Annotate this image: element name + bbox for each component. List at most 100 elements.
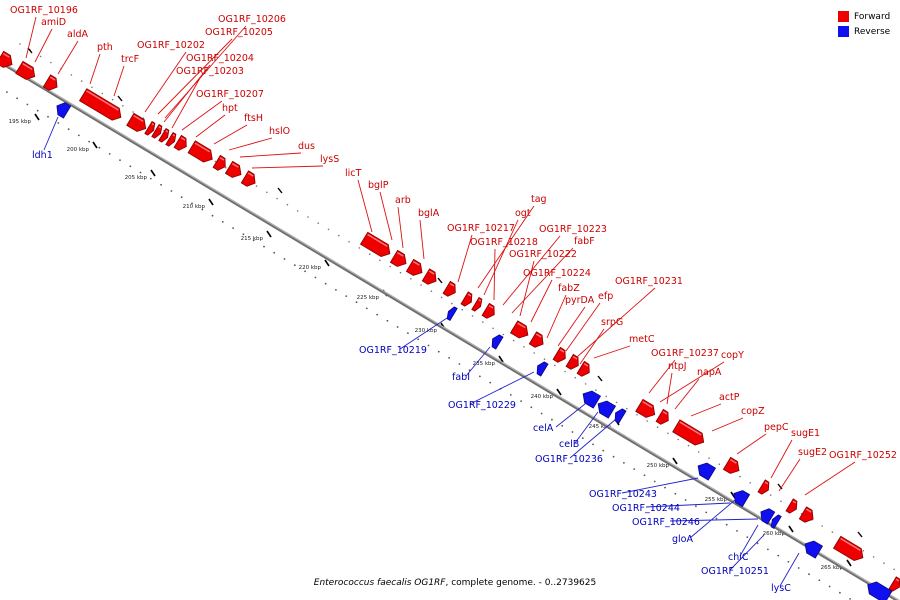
kbp-tick [498,355,504,363]
forward-guide-dot [440,296,443,299]
forward-guide-dot [101,92,104,95]
gene-arrow [509,320,529,339]
gene-OG1RF_10218[interactable] [481,302,495,319]
gene-gloA[interactable] [770,514,782,530]
gene-label: OG1RF_10202 [137,40,205,51]
gene-OG1RF_10206[interactable] [151,123,163,139]
strand-legend: Forward Reverse [838,9,890,39]
forward-guide-dot [70,74,73,76]
gene-highlight [151,123,155,126]
gene-bglA[interactable] [421,268,437,285]
gene-OG1RF_10252b[interactable] [888,576,900,592]
gene-lysC[interactable] [867,581,893,600]
gene-OG1RF_10207[interactable] [187,140,213,163]
ruler-dot [612,455,615,458]
gene-pepC[interactable] [757,479,770,495]
gene-OG1RF_10204[interactable] [165,131,177,147]
gene-hslO[interactable] [240,170,256,187]
label-leader [397,206,404,249]
forward-guide-dot [831,531,834,533]
gene-arrow [760,508,776,525]
label-leader [666,372,673,405]
forward-guide-dot [574,376,577,379]
ruler-dot [57,122,60,124]
ruler-dot [715,517,718,520]
forward-guide-dot [317,222,320,224]
forward-guide-dot [420,284,422,286]
gene-fabZ[interactable] [552,346,566,363]
gene-arrow [471,296,483,312]
gene-actP[interactable] [722,456,740,474]
gene-trcF[interactable] [126,112,147,132]
gene-OG1RF_10202[interactable] [144,120,156,136]
gene-efp[interactable] [576,360,590,377]
gene-hpt[interactable] [212,154,226,171]
gene-arrow [804,540,824,559]
ruler-dot [16,97,18,100]
gene-sugE1[interactable] [785,498,798,514]
gene-label: OG1RF_10203 [176,66,244,77]
gene-celA[interactable] [582,390,602,409]
ruler-dot [777,554,780,557]
label-leader [34,28,53,63]
label-leader [357,179,373,233]
gene-highlight [453,309,455,310]
gene-copY[interactable] [672,419,705,446]
gene-highlight [428,270,435,275]
gene-licT[interactable] [359,231,391,258]
gene-metC[interactable] [635,398,656,418]
forward-guide-dot [821,525,823,527]
gene-OG1RF_10196[interactable] [0,50,13,68]
gene-OG1RF_10203[interactable] [173,134,187,151]
kbp-tick-label: 205 kbp [125,175,148,181]
forward-guide-dot [872,556,875,558]
backbone-layer [0,60,900,600]
ruler-dot [386,319,389,322]
gene-OG1RF_10246[interactable] [760,508,776,525]
gene-ldh1[interactable] [56,102,72,119]
gene-arrow [405,258,423,276]
gene-amiD[interactable] [15,60,36,80]
gene-celB[interactable] [597,400,617,419]
gene-highlight [840,537,861,551]
gene-arrow [552,346,566,363]
gene-fabI[interactable] [491,334,504,350]
ruler-dot [273,251,276,254]
gene-sugE2[interactable] [798,506,814,523]
gene-OG1RF_10229[interactable] [536,361,549,377]
forward-guide-dot [379,259,381,262]
ruler-dot [571,431,574,433]
forward-guide-dot [769,494,772,496]
gene-OG1RF_10244[interactable] [733,490,751,508]
gene-tag[interactable] [460,291,473,307]
gene-OG1RF_10217[interactable] [442,280,456,297]
gene-aldA[interactable] [42,74,58,91]
gene-arb[interactable] [405,258,423,276]
gene-ogt[interactable] [471,296,483,312]
gene-label: OG1RF_10246 [632,517,700,528]
gene-highlight [3,52,10,58]
gene-OG1RF_10236[interactable] [614,408,627,424]
label-leader [57,40,79,75]
gene-label: trcF [121,54,139,65]
caption-rest: , complete genome. - 0..2739625 [445,578,597,588]
gene-fabF[interactable] [528,331,544,348]
ruler-dot [602,449,605,452]
gene-OG1RF_10223[interactable] [509,320,529,339]
gene-label: ftsH [244,113,263,124]
gene-OG1RF_10219[interactable] [446,306,458,322]
gene-chiC[interactable] [804,540,824,559]
gene-pyrDA[interactable] [565,353,579,370]
gene-ftsH[interactable] [224,160,242,178]
gene-bglP[interactable] [389,249,407,267]
gene-OG1RF_10243[interactable] [697,462,717,481]
forward-guide-dot [584,383,587,385]
gene-pth[interactable] [78,88,122,121]
legend-reverse-label: Reverse [854,26,891,37]
gene-OG1RF_10252[interactable] [832,535,864,562]
gene-OG1RF_10205[interactable] [158,127,170,143]
label-leader [621,477,699,494]
label-leader [689,499,736,539]
gene-OG1RF_10237[interactable] [655,408,669,425]
gene-arrow [421,268,437,285]
